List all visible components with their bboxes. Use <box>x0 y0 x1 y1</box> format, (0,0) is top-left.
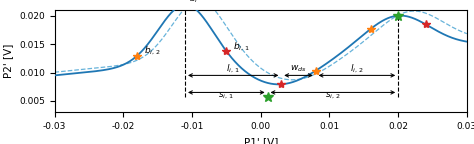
Text: $w_{ds}$: $w_{ds}$ <box>290 64 307 74</box>
Y-axis label: P2' [V]: P2' [V] <box>3 44 13 78</box>
Text: $l_{i,\,1}$: $l_{i,\,1}$ <box>226 62 240 75</box>
Text: $b_i$: $b_i$ <box>189 0 198 5</box>
X-axis label: P1' [V]: P1' [V] <box>244 137 278 144</box>
Text: $s_{i,\,2}$: $s_{i,\,2}$ <box>325 91 341 101</box>
Text: $s_{i,\,1}$: $s_{i,\,1}$ <box>218 91 235 101</box>
Text: $b_{i,\,1}$: $b_{i,\,1}$ <box>233 41 250 53</box>
Text: $b_{i,\,2}$: $b_{i,\,2}$ <box>144 44 161 57</box>
Text: $l_{i,\,2}$: $l_{i,\,2}$ <box>350 62 364 75</box>
